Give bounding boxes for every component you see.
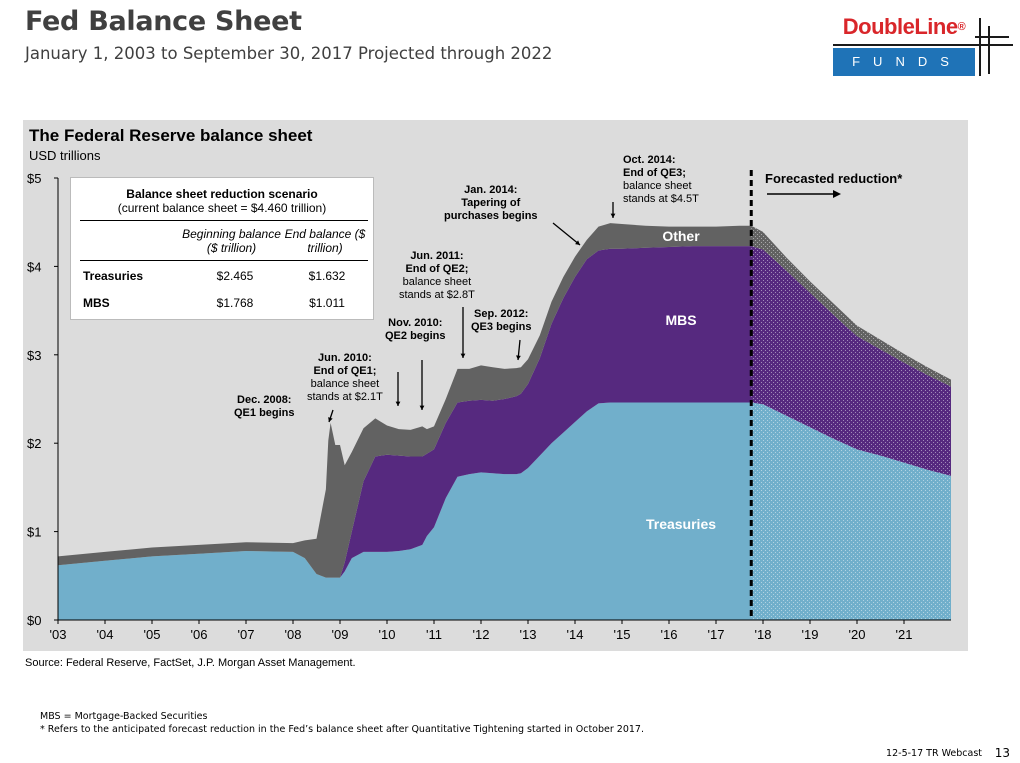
x-tick-label: '18 [755,627,772,642]
forecast-hatch-overlay [751,225,951,620]
area-label-other: Other [662,228,700,244]
series-area-treasuries [58,402,951,620]
annotation-arrow-head [460,353,466,358]
slide-title: Fed Balance Sheet [25,6,302,37]
reduction-scenario-table: Balance sheet reduction scenario (curren… [70,177,374,320]
table-subtitle: (current balance sheet = $4.460 trillion… [117,201,327,215]
annotation-arrow-head [395,401,401,406]
slide-subtitle: January 1, 2003 to September 30, 2017 Pr… [25,44,553,63]
y-tick-label: $5 [27,171,41,186]
x-tick-label: '16 [661,627,678,642]
annotation-dec2008: Dec. 2008: QE1 begins [234,394,295,419]
page-reference: 12-5-17 TR Webcast [886,748,982,759]
table-cell: $2.465 [216,269,254,283]
area-label-mbs: MBS [665,312,696,328]
x-tick-label: '19 [802,627,819,642]
source-note: Source: Federal Reserve, FactSet, J.P. M… [25,657,356,669]
series-area-mbs [58,246,951,578]
x-tick-label: '14 [567,627,584,642]
annotation-jun2010: Jun. 2010: End of QE1; balance sheet stands… [307,352,383,403]
forecast-arrow-head [833,190,841,198]
annotation-arrow-head [575,240,580,245]
annotation-arrow-head [328,417,333,422]
table-row-label: MBS [83,296,110,310]
y-tick-label: $0 [27,613,41,628]
annotation-jan2014: Jan. 2014: Tapering of purchases begins [444,184,538,222]
table-cell: $1.632 [308,269,346,283]
y-tick-label: $4 [27,259,41,274]
chart-panel: The Federal Reserve balance sheet USD tr… [23,120,968,651]
table-col-beginning: Beginning balance ($ trillion) [182,227,281,255]
logo-sub-text: FUNDS [833,48,975,76]
annotation-oct2014: Oct. 2014: End of QE3; balance sheet stands… [623,154,699,205]
x-tick-label: '06 [191,627,208,642]
x-tick-label: '12 [473,627,490,642]
table-cell: $1.011 [309,296,345,310]
table-cell: $1.768 [216,296,254,310]
doubleline-logo: DoubleLine® FUNDS [833,12,1013,78]
x-tick-label: '04 [97,627,114,642]
x-tick-label: '17 [708,627,725,642]
x-tick-label: '07 [238,627,255,642]
footnote-forecast: * Refers to the anticipated forecast red… [40,724,644,735]
page-number: 13 [994,746,1010,760]
x-tick-label: '21 [896,627,913,642]
x-tick-label: '03 [50,627,67,642]
x-tick-label: '08 [285,627,302,642]
table-col-end: End balance ($ trillion) [284,227,366,255]
y-tick-label: $1 [27,525,41,540]
annotation-arrow-head [516,355,521,360]
annotation-arrow-head [419,405,425,410]
annotation-nov2010: Nov. 2010: QE2 begins [385,317,446,342]
annotation-sep2012: Sep. 2012: QE3 begins [471,308,532,333]
annotation-arrow-head [610,213,616,218]
table-row-label: Treasuries [83,269,144,283]
x-tick-label: '10 [379,627,396,642]
x-tick-label: '05 [144,627,161,642]
area-label-treasuries: Treasuries [646,516,716,532]
y-tick-label: $3 [27,348,41,363]
annotation-forecast: Forecasted reduction* [765,171,903,186]
x-tick-label: '20 [849,627,866,642]
table-title: Balance sheet reduction scenario [126,187,318,201]
chart-unit: USD trillions [29,148,101,163]
annotation-arrow [552,222,581,246]
annotation-jun2011: Jun. 2011: End of QE2; balance sheet stands… [399,250,475,301]
x-tick-label: '15 [614,627,631,642]
x-tick-label: '09 [332,627,349,642]
balance-sheet-area-chart: $0 $1 $2 $3 $4 $5 '03 '04 '05 '06 '07 '08 '09 '10 '11 '… [27,170,951,642]
x-tick-label: '11 [426,627,442,642]
chart-title: The Federal Reserve balance sheet [29,126,313,145]
footnote-mbs: MBS = Mortgage-Backed Securities [40,711,208,722]
logo-brand-text: DoubleLine® [842,14,966,39]
y-tick-label: $2 [27,436,41,451]
x-tick-label: '13 [520,627,537,642]
